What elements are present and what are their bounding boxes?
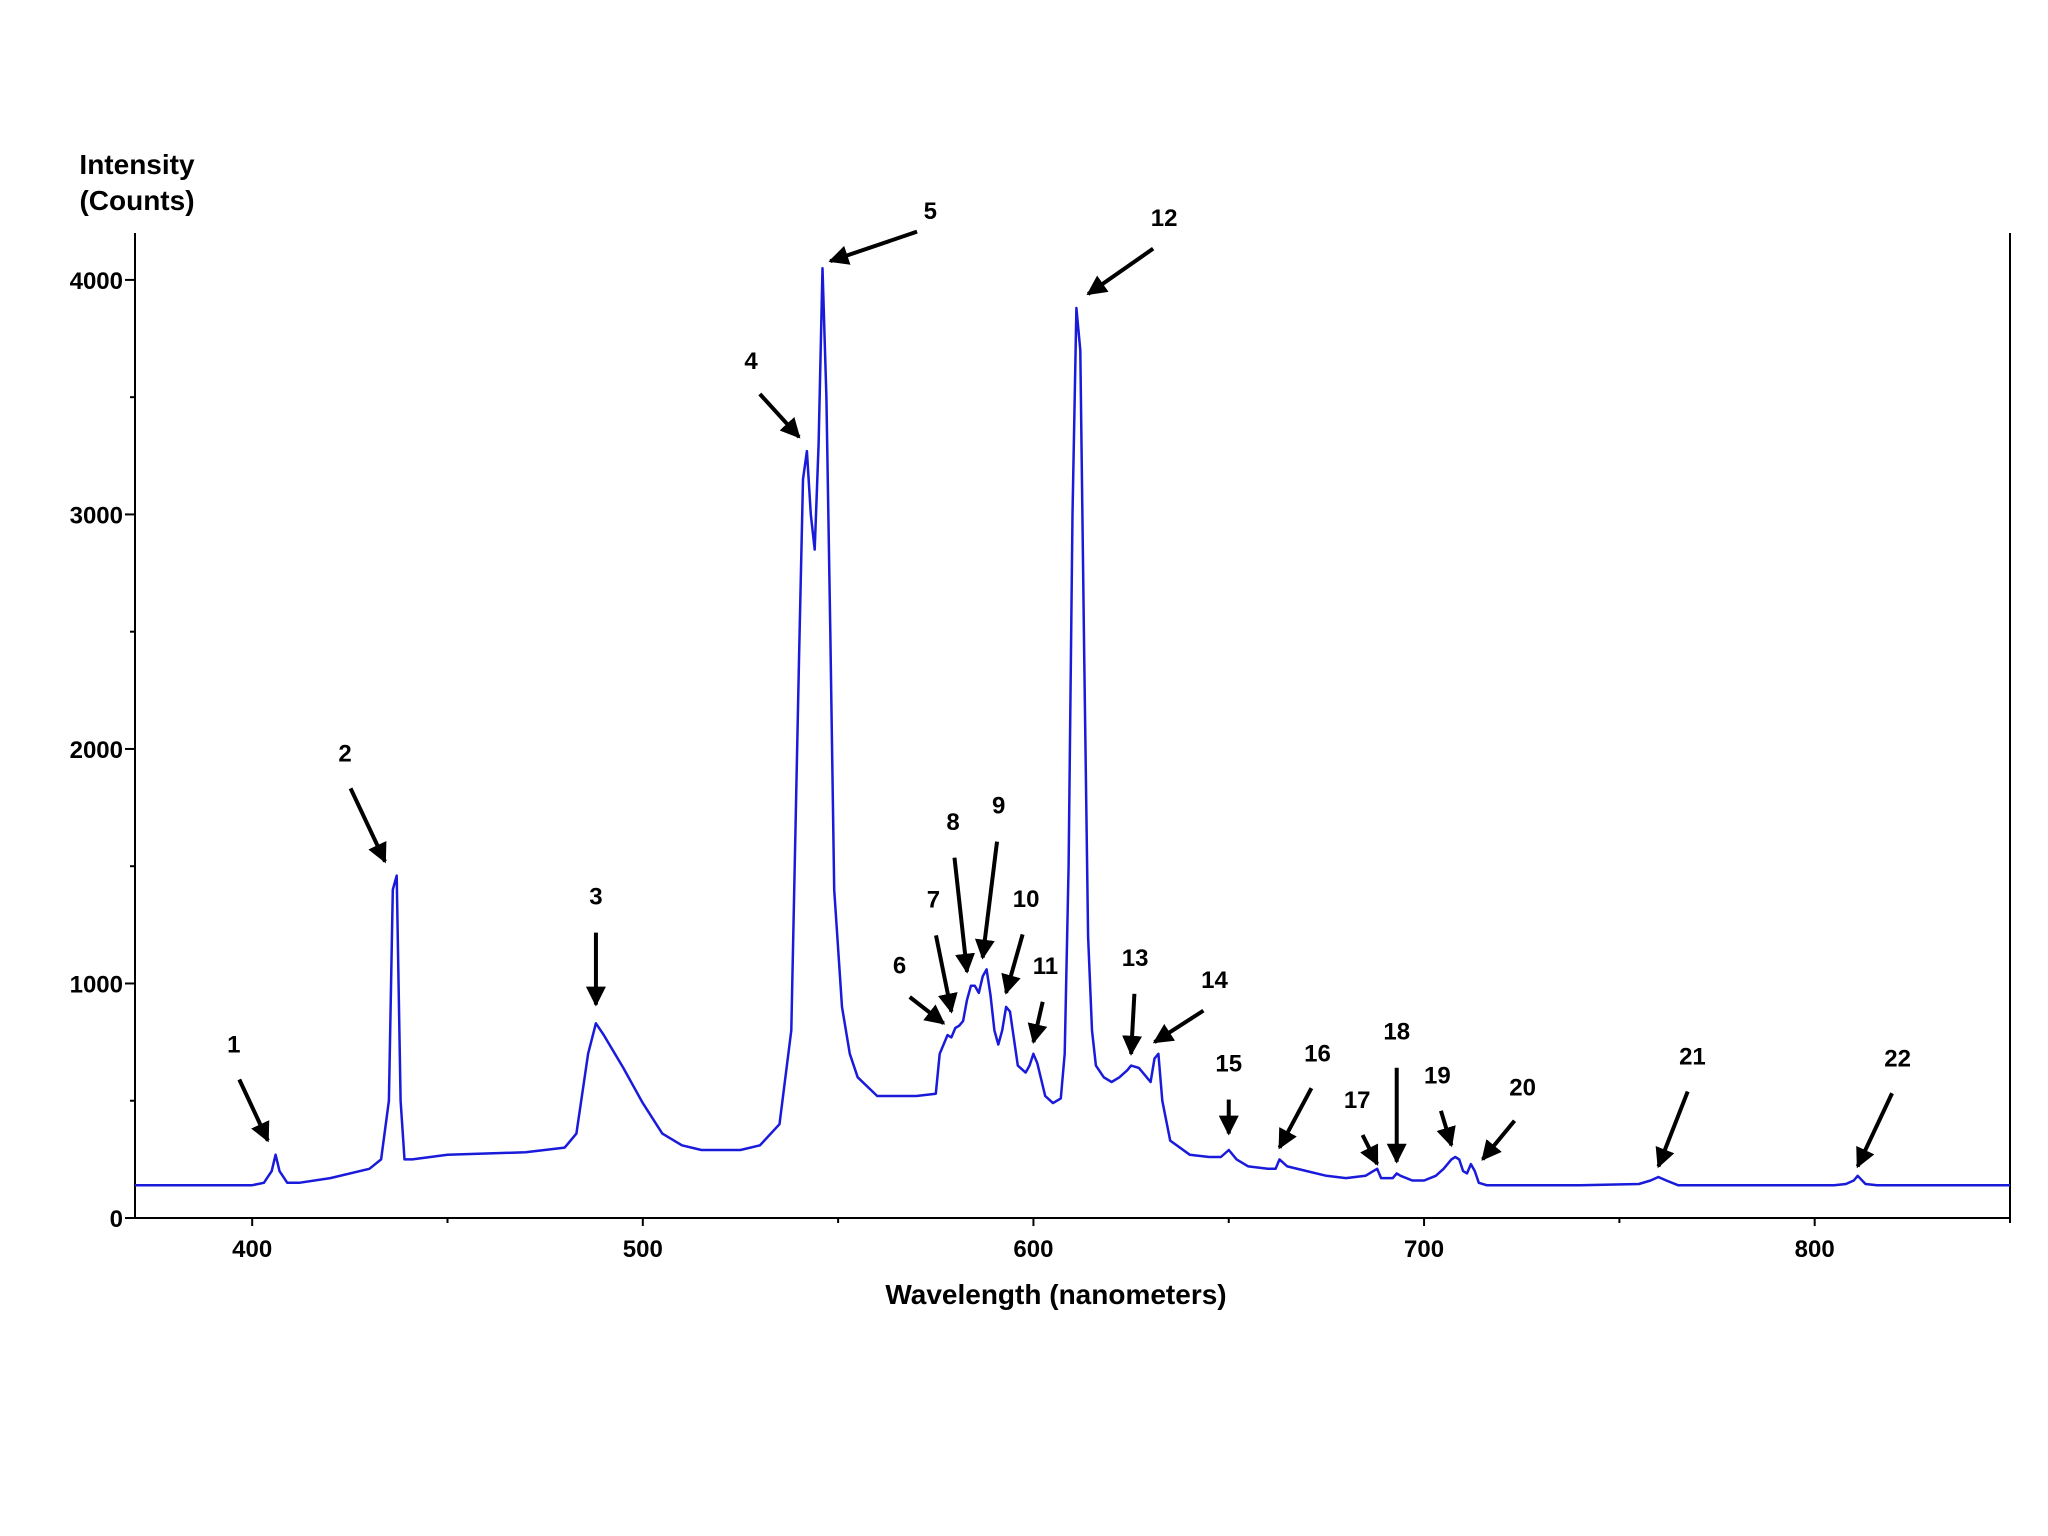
x-axis-title: Wavelength (nanometers) <box>885 1279 1226 1310</box>
annotation-label: 17 <box>1344 1087 1371 1114</box>
annotation-label: 22 <box>1884 1045 1911 1072</box>
annotation-arrow <box>828 229 918 265</box>
y-tick-label: 4000 <box>70 268 123 295</box>
annotation-label: 3 <box>589 884 602 911</box>
annotation-label: 4 <box>744 348 758 375</box>
annotation-arrow <box>1086 247 1155 296</box>
annotation-label: 9 <box>992 793 1005 820</box>
annotation-arrow <box>237 1078 270 1143</box>
y-tick-label: 0 <box>110 1206 123 1233</box>
annotation-label: 12 <box>1151 205 1178 232</box>
y-axis-title-line-2: (Counts) <box>79 185 194 216</box>
annotation-label: 19 <box>1424 1062 1451 1089</box>
y-tick-label: 1000 <box>70 971 123 998</box>
annotation-label: 5 <box>924 198 937 225</box>
y-axis-title-line-1: Intensity <box>79 149 195 180</box>
annotation-arrow <box>908 995 946 1025</box>
annotation-arrow <box>1855 1092 1894 1169</box>
series <box>135 266 2010 1187</box>
annotation-arrow <box>1436 1110 1456 1148</box>
annotation-arrow <box>1360 1134 1379 1166</box>
spectrum-line <box>135 266 2010 1187</box>
annotation-label: 6 <box>893 952 906 979</box>
annotation-arrow <box>348 787 387 864</box>
annotation-label: 8 <box>946 809 959 836</box>
axes <box>134 233 2011 1219</box>
y-tick-label: 3000 <box>70 502 123 529</box>
x-tick-label: 400 <box>232 1236 272 1263</box>
annotation-label: 21 <box>1679 1043 1706 1070</box>
ticks: 0 1000 2000 3000 4000 400 500 600 700 800 <box>70 268 2011 1263</box>
annotation-label: 16 <box>1304 1041 1331 1068</box>
annotation-label: 13 <box>1122 945 1149 972</box>
annotation-arrow <box>758 392 801 439</box>
annotation-arrow <box>934 934 958 1014</box>
annotation-label: 1 <box>227 1032 240 1059</box>
annotation-label: 11 <box>1033 953 1058 980</box>
annotation-label: 7 <box>927 887 940 914</box>
annotation-arrow <box>1122 993 1143 1056</box>
annotation-label: 15 <box>1215 1051 1242 1078</box>
annotation-arrow <box>1001 933 1025 995</box>
x-tick-label: 600 <box>1013 1236 1053 1263</box>
annotation-arrow <box>1655 1090 1690 1169</box>
x-tick-label: 800 <box>1795 1236 1835 1263</box>
annotation-arrow <box>1481 1119 1517 1161</box>
annotation-label: 14 <box>1201 967 1228 994</box>
annotation-label: 2 <box>338 741 351 768</box>
x-tick-label: 500 <box>623 1236 663 1263</box>
annotation-label: 10 <box>1013 886 1040 913</box>
y-tick-label: 2000 <box>70 737 123 764</box>
annotation-arrow <box>1152 1008 1205 1044</box>
annotation-arrow <box>974 841 1000 960</box>
annotation-label: 20 <box>1509 1074 1536 1101</box>
annotation-arrow <box>1027 1001 1048 1045</box>
annotation-label: 18 <box>1383 1019 1410 1046</box>
x-tick-label: 700 <box>1404 1236 1444 1263</box>
annotation-arrow <box>1277 1087 1314 1150</box>
annotation-arrow <box>952 857 976 974</box>
